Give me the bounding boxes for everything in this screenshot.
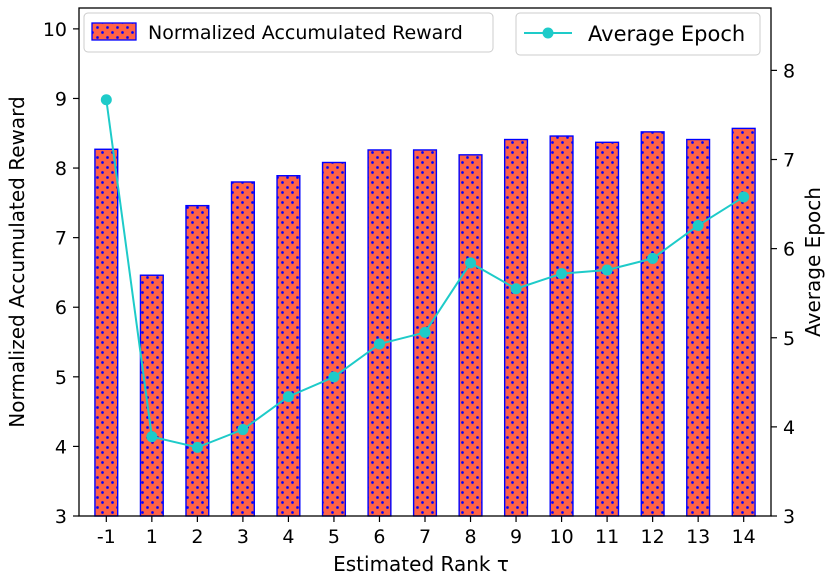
legend-line-marker [542,27,554,39]
bar-hatch [140,275,164,516]
bar [230,181,255,517]
bar [94,148,119,517]
line-point [738,191,750,203]
bar-hatch [459,154,482,516]
y2-axis-ticks: 3 4 5 6 7 8 [771,60,795,528]
y-tick-label: 7 [55,228,67,250]
x-tick-label: 6 [373,526,385,548]
x-tick-label: 2 [191,526,203,548]
bar [731,127,756,517]
legend-line-label: Average Epoch [588,22,745,46]
bar-hatch [732,128,756,516]
line-point [146,431,158,443]
bar-hatch [277,175,300,516]
line-point [328,371,340,383]
bar [367,149,392,517]
legend-line-frame [515,12,761,56]
y2-tick-label: 5 [783,328,795,350]
y-tick-label: 6 [55,297,67,319]
y-tick-label: 9 [55,88,67,110]
x-tick-label: 14 [732,526,756,548]
x-axis-label: Estimated Rank τ [333,552,509,576]
legend-bar: Normalized Accumulated Reward [83,12,494,53]
line-point [601,264,613,276]
bar-hatch [231,181,255,516]
x-tick-label: 7 [419,526,431,548]
x-tick-label: 13 [686,526,710,548]
y2-tick-label: 7 [783,150,795,172]
bar [686,138,711,517]
x-tick-label: 8 [464,526,476,548]
y-tick-label: 3 [55,506,67,528]
line-point [465,257,477,269]
line-point [692,219,704,231]
bar-hatch [368,149,391,516]
bar-hatch [504,139,528,516]
bar-hatch [641,131,665,516]
line-point [100,94,112,106]
x-tick-label: 3 [237,526,249,548]
bar-hatch [686,139,710,516]
line-point [556,268,568,280]
y2-tick-label: 6 [783,239,795,261]
bar-hatch [595,142,619,516]
bar [503,138,529,517]
y-tick-label: 8 [55,158,67,180]
line-point [191,441,203,453]
bar-hatch [94,149,118,516]
bar [595,141,620,517]
line-point [510,283,522,295]
x-tick-label: 9 [510,526,522,548]
legend-bar-swatch-hatch [92,23,136,40]
x-axis-ticks: -1 1 2 3 4 5 6 7 8 9 10 11 12 13 14 [97,516,756,548]
bar [185,204,210,517]
bar [139,274,164,517]
bar-hatch [185,205,209,516]
y-tick-label: 4 [55,436,67,458]
bar [549,135,574,517]
legend-bar-frame [83,12,494,53]
x-tick-label: 1 [146,526,158,548]
y2-tick-label: 4 [783,417,795,439]
bar-hatch [550,136,573,517]
bar-series [94,127,756,517]
line-point [373,338,385,350]
y-axis-label: Normalized Accumulated Reward [5,96,29,427]
line-point [419,326,431,338]
y2-axis-label: Average Epoch [801,187,825,337]
bar-hatch [322,162,346,516]
bar [276,175,301,517]
line-point [237,424,249,436]
line-point [282,391,294,403]
line-series [100,94,750,453]
x-tick-label: 10 [549,526,573,548]
x-tick-label: 5 [328,526,340,548]
y-tick-label: 5 [55,367,67,389]
bar [640,131,665,517]
line-point [647,252,659,264]
legend-line: Average Epoch [515,12,761,56]
bar [321,161,347,517]
x-tick-label: 12 [641,526,665,548]
legend-bar-label: Normalized Accumulated Reward [148,22,463,44]
x-tick-label: 11 [595,526,619,548]
x-tick-label: -1 [97,526,116,548]
y2-tick-label: 8 [783,60,795,82]
x-tick-label: 4 [282,526,294,548]
y-tick-label: 10 [43,19,67,41]
bar [458,154,483,517]
y-axis-ticks: 3 4 5 6 7 8 9 10 [43,19,79,528]
y2-tick-label: 3 [783,506,795,528]
